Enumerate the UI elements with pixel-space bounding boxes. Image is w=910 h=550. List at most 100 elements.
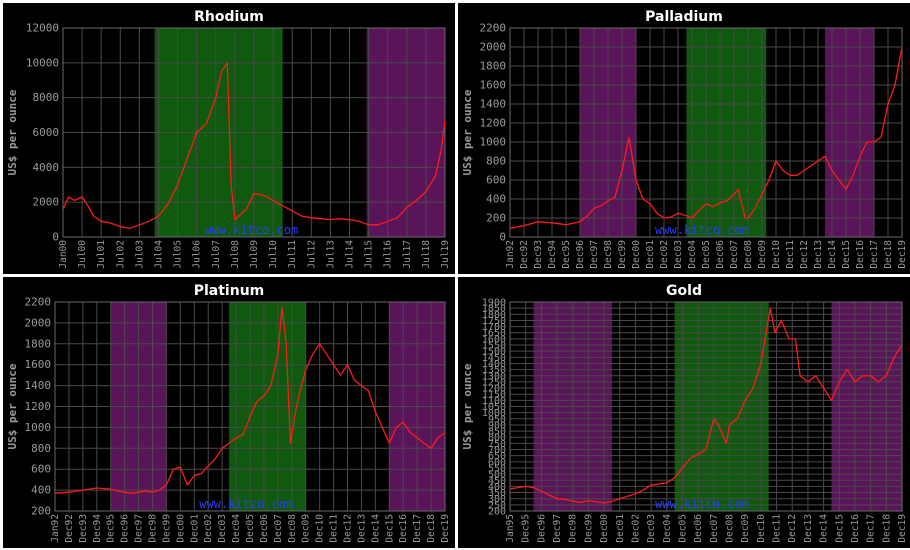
y-tick-label: 12000 (26, 22, 59, 35)
x-tick-label: Dec10 (771, 240, 782, 269)
y-tick-label: 1750 (482, 316, 506, 327)
x-tick-label: Dec17 (866, 514, 877, 543)
x-tick-label: Dec11 (772, 514, 783, 543)
x-tick-label: Jul00 (77, 240, 88, 269)
x-tick-label: Dec97 (552, 514, 563, 543)
y-tick-label: 350 (488, 488, 506, 499)
y-tick-label: 1550 (482, 341, 506, 352)
x-tick-label: Dec10 (315, 514, 326, 543)
chart-rhodium: 0 2000 4000 6000 8000 10000 12000 Jan00 Jul00 Jul… (6, 9, 451, 269)
y-tick-label: 750 (488, 439, 506, 450)
x-tick-label: Dec00 (599, 514, 610, 543)
y-tick-label: 1400 (25, 379, 52, 392)
y-tick-label: 1800 (482, 310, 506, 321)
price-line (62, 62, 446, 229)
x-tick-label: Dec10 (756, 514, 767, 543)
x-tick-label: Jul01 (96, 240, 107, 269)
y-tick-label: 2000 (33, 196, 60, 209)
x-tick-label: Dec05 (677, 514, 688, 543)
y-tick-label: 1500 (482, 347, 506, 358)
x-tick-label: Dec09 (757, 240, 768, 269)
x-tick-label: Jul16 (383, 240, 394, 269)
y-tick-label: 1850 (482, 304, 506, 315)
y-tick-label: 600 (486, 174, 506, 187)
y-tick-label: 600 (488, 457, 506, 468)
plot-border (62, 27, 446, 238)
x-tick-label: Dec96 (120, 514, 131, 543)
y-tick-label: 450 (488, 476, 506, 487)
x-tick-label: Dec99 (161, 514, 172, 543)
x-tick-label: Dec12 (787, 514, 798, 543)
x-tick-label: Dec02 (630, 514, 641, 543)
x-tick-label: Dec19 (897, 514, 908, 543)
y-tick-label: 950 (488, 414, 506, 425)
x-tick-label: Dec99 (583, 514, 594, 543)
band-purple-2 (825, 28, 874, 237)
y-tick-label: 1350 (482, 365, 506, 376)
y-tick-label: 1100 (482, 396, 506, 407)
y-tick-label: 1400 (482, 359, 506, 370)
x-tick-label: Dec16 (855, 240, 866, 269)
watermark: www.kitco.com (655, 223, 749, 237)
y-tick-label: 1800 (480, 60, 507, 73)
chart-gold: 2002503003504004505005506006507007508008… (461, 283, 908, 543)
x-tick-label: Jul12 (306, 240, 317, 269)
x-tick-label: Dec05 (245, 514, 256, 543)
x-tick-label: Dec92 (64, 514, 75, 543)
x-tick-label: Dec12 (343, 514, 354, 543)
x-tick-label: Dec17 (412, 514, 423, 543)
x-tick-label: Jul07 (211, 240, 222, 269)
y-tick-label: 1800 (25, 337, 52, 350)
x-tick-label: Dec12 (799, 240, 810, 269)
x-tick-label: Dec02 (203, 514, 214, 543)
x-tick-label: Dec08 (287, 514, 298, 543)
x-tick-label: Dec97 (134, 514, 145, 543)
y-tick-label: 1450 (482, 353, 506, 364)
x-tick-label: Jul11 (287, 240, 298, 269)
x-tick-label: Dec01 (189, 514, 200, 543)
x-tick-label: Dec93 (78, 514, 89, 543)
chart-palladium: 0 200 400 600 800 1000 1200 1400 1600 1800 2000 220… (461, 9, 908, 269)
x-tick-label: Dec08 (743, 240, 754, 269)
y-tick-label: 1050 (482, 402, 506, 413)
y-tick-label: 1600 (25, 358, 52, 371)
chart-platinum: 200 400 600 800 1000 1200 1400 1600 1800 2000 2200… (6, 283, 451, 543)
y-tick-label: 700 (488, 445, 506, 456)
y-tick-label: 1400 (480, 98, 507, 111)
y-tick-label: 1200 (482, 384, 506, 395)
x-tick-label: Jan00 (58, 240, 69, 269)
chart-panel-palladium: 0 200 400 600 800 1000 1200 1400 1600 1800 2000 220… (458, 3, 910, 274)
y-axis-label: US$ per ounce (461, 89, 474, 175)
x-tick-label: Dec95 (521, 514, 532, 543)
price-line (509, 307, 903, 504)
y-tick-label: 8000 (33, 91, 60, 104)
x-tick-label: Dec07 (273, 514, 284, 543)
chart-title: Gold (666, 283, 702, 299)
x-tick-label: Dec96 (536, 514, 547, 543)
watermark: www.kitco.com (204, 223, 298, 237)
y-tick-label: 2200 (480, 22, 507, 35)
x-tick-label: Dec13 (813, 240, 824, 269)
x-tick-label: Dec00 (631, 240, 642, 269)
x-tick-label: Dec94 (547, 240, 558, 269)
x-tick-label: Dec92 (519, 240, 530, 269)
price-line (54, 306, 446, 494)
y-tick-label: 2000 (480, 41, 507, 54)
x-tick-label: Jan92 (505, 240, 516, 269)
x-tick-label: Dec04 (231, 514, 242, 543)
chart-title: Rhodium (194, 9, 264, 25)
x-tick-label: Dec07 (709, 514, 720, 543)
x-tick-label: Dec18 (426, 514, 437, 543)
x-tick-label: Dec19 (440, 514, 451, 543)
y-tick-label: 1250 (482, 377, 506, 388)
chart-panel-platinum: 200 400 600 800 1000 1200 1400 1600 1800 2000 2200… (3, 277, 455, 548)
y-tick-label: 1900 (482, 298, 506, 309)
y-tick-label: 0 (499, 231, 506, 244)
y-tick-label: 850 (488, 427, 506, 438)
x-tick-label: Dec16 (850, 514, 861, 543)
y-tick-label: 1600 (480, 79, 507, 92)
y-tick-label: 800 (31, 442, 51, 455)
x-tick-label: Dec11 (785, 240, 796, 269)
y-tick-label: 2000 (25, 316, 52, 329)
x-tick-label: Jul06 (192, 240, 203, 269)
